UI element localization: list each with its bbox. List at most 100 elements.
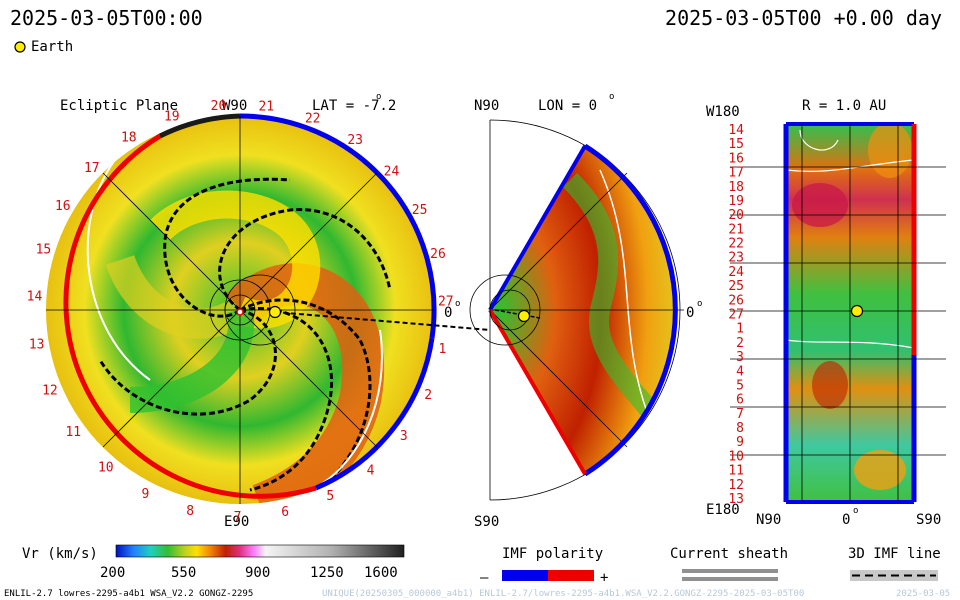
synoptic-row-label-2: 2 bbox=[736, 336, 744, 351]
imf-minus-label: – bbox=[480, 570, 489, 586]
synoptic-row-label-19: 19 bbox=[728, 194, 744, 209]
carrington-label-15: 15 bbox=[36, 243, 52, 258]
synoptic-row-label-10: 10 bbox=[728, 449, 744, 464]
carrington-label-2: 2 bbox=[424, 388, 432, 403]
synoptic-row-label-8: 8 bbox=[736, 421, 744, 436]
datetime-left: 2025-03-05T00:00 bbox=[10, 6, 203, 30]
carrington-label-19: 19 bbox=[164, 110, 180, 125]
synoptic-panel bbox=[730, 122, 946, 504]
carrington-label-25: 25 bbox=[412, 203, 428, 218]
carrington-label-3: 3 bbox=[400, 429, 408, 444]
synoptic-row-label-23: 23 bbox=[728, 251, 744, 266]
carrington-label-11: 11 bbox=[65, 425, 81, 440]
colorbar-tick-200: 200 bbox=[100, 565, 125, 581]
degree-mark: o bbox=[853, 506, 858, 516]
synoptic-row-label-17: 17 bbox=[728, 166, 744, 181]
meridional-lon-label: LON = 0 bbox=[538, 98, 597, 114]
carrington-label-26: 26 bbox=[430, 247, 446, 262]
degree-mark: o bbox=[376, 92, 381, 102]
synoptic-row-label-15: 15 bbox=[728, 137, 744, 152]
footer-model-info: ENLIL-2.7 lowres-2295-a4b1 WSA_V2.2 GONG… bbox=[4, 589, 253, 599]
ecliptic-title: Ecliptic Plane bbox=[60, 98, 178, 114]
earth-legend-icon bbox=[14, 41, 26, 53]
carrington-label-8: 8 bbox=[186, 504, 194, 519]
synoptic-row-label-6: 6 bbox=[736, 393, 744, 408]
ecliptic-top-label: W90 bbox=[222, 98, 247, 114]
colorbar-tick-900: 900 bbox=[245, 565, 270, 581]
earth-marker-ecliptic bbox=[268, 305, 282, 319]
carrington-label-5: 5 bbox=[326, 489, 334, 504]
earth-marker-synoptic bbox=[850, 304, 864, 318]
ecliptic-spiral-structure bbox=[86, 159, 392, 504]
carrington-label-9: 9 bbox=[141, 487, 149, 502]
current-sheath-swatch-bottom bbox=[682, 577, 778, 581]
synoptic-row-label-14: 14 bbox=[728, 123, 744, 138]
carrington-label-16: 16 bbox=[55, 199, 71, 214]
carrington-label-22: 22 bbox=[305, 111, 321, 126]
carrington-label-23: 23 bbox=[347, 133, 363, 148]
synoptic-row-label-11: 11 bbox=[728, 464, 744, 479]
imf-positive-swatch bbox=[548, 570, 594, 581]
synoptic-xtick-2: S90 bbox=[916, 512, 941, 528]
ecliptic-bottom-label: E90 bbox=[224, 514, 249, 530]
synoptic-row-label-4: 4 bbox=[736, 364, 744, 379]
synoptic-row-label-16: 16 bbox=[728, 151, 744, 166]
synoptic-row-label-25: 25 bbox=[728, 279, 744, 294]
synoptic-row-label-27: 27 bbox=[728, 308, 744, 323]
carrington-label-17: 17 bbox=[84, 161, 100, 176]
sun-marker bbox=[236, 308, 244, 316]
synoptic-r-label: R = 1.0 AU bbox=[802, 98, 886, 114]
colorbar-tick-1600: 1600 bbox=[364, 565, 398, 581]
synoptic-xtick-1: 0 bbox=[842, 512, 850, 528]
carrington-label-14: 14 bbox=[27, 290, 43, 305]
synoptic-row-labels: 1415161718192021222324252627123456789101… bbox=[728, 123, 744, 507]
carrington-label-6: 6 bbox=[281, 505, 289, 520]
colorbar bbox=[115, 544, 405, 558]
datetime-right: 2025-03-05T00 +0.00 day bbox=[665, 6, 942, 30]
synoptic-row-label-26: 26 bbox=[728, 293, 744, 308]
synoptic-row-label-7: 7 bbox=[736, 407, 744, 422]
synoptic-row-label-13: 13 bbox=[728, 492, 744, 507]
meridional-zero-label: 0 bbox=[686, 305, 694, 321]
carrington-label-18: 18 bbox=[121, 131, 137, 146]
carrington-label-27: 27 bbox=[438, 294, 454, 309]
synoptic-row-label-3: 3 bbox=[736, 350, 744, 365]
footer-right-text: 2025-03-05 bbox=[896, 589, 950, 599]
carrington-label-20: 20 bbox=[211, 99, 227, 114]
synoptic-top-left-label: W180 bbox=[706, 104, 740, 120]
carrington-label-7: 7 bbox=[234, 510, 242, 525]
carrington-label-13: 13 bbox=[29, 337, 45, 352]
synoptic-row-label-12: 12 bbox=[728, 478, 744, 493]
synoptic-bottom-left-label: E180 bbox=[706, 502, 740, 518]
carrington-label-4: 4 bbox=[367, 463, 375, 478]
carrington-label-21: 21 bbox=[258, 100, 274, 115]
earth-marker-meridional bbox=[517, 309, 531, 323]
ecliptic-lat-label: LAT = -7.2 bbox=[312, 98, 396, 114]
current-sheath-title: Current sheath bbox=[670, 546, 788, 562]
synoptic-row-label-18: 18 bbox=[728, 180, 744, 195]
synoptic-row-label-5: 5 bbox=[736, 379, 744, 394]
degree-mark: o bbox=[697, 299, 702, 309]
colorbar-tick-1250: 1250 bbox=[310, 565, 344, 581]
synoptic-xtick-0: N90 bbox=[756, 512, 781, 528]
degree-mark: o bbox=[609, 92, 614, 102]
meridional-top-label: N90 bbox=[474, 98, 499, 114]
carrington-label-12: 12 bbox=[42, 383, 58, 398]
synoptic-row-label-20: 20 bbox=[728, 208, 744, 223]
carrington-label-10: 10 bbox=[98, 460, 114, 475]
imf-plus-label: + bbox=[600, 570, 608, 586]
current-sheath-swatch-top bbox=[682, 569, 778, 573]
synoptic-row-label-24: 24 bbox=[728, 265, 744, 280]
synoptic-row-label-22: 22 bbox=[728, 237, 744, 252]
colorbar-tick-550: 550 bbox=[171, 565, 196, 581]
meridional-bottom-label: S90 bbox=[474, 514, 499, 530]
imf-line-title: 3D IMF line bbox=[848, 546, 941, 562]
carrington-label-24: 24 bbox=[384, 164, 400, 179]
synoptic-row-label-1: 1 bbox=[736, 322, 744, 337]
colorbar-label: Vr (km/s) bbox=[22, 546, 98, 562]
carrington-label-1: 1 bbox=[438, 342, 446, 357]
degree-mark: o bbox=[455, 299, 460, 309]
synoptic-row-label-9: 9 bbox=[736, 435, 744, 450]
imf-negative-swatch bbox=[502, 570, 548, 581]
